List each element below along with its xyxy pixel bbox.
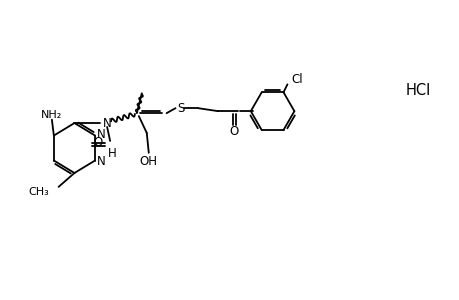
Text: HCl: HCl: [405, 83, 430, 98]
Text: OH: OH: [140, 155, 157, 168]
Text: H: H: [107, 147, 116, 160]
Text: NH₂: NH₂: [41, 110, 62, 120]
Text: O: O: [93, 136, 103, 149]
Text: CH₃: CH₃: [28, 187, 49, 197]
Text: O: O: [229, 125, 238, 139]
Text: N: N: [96, 155, 105, 168]
Text: S: S: [176, 102, 184, 115]
Text: N: N: [102, 117, 111, 130]
Text: Cl: Cl: [291, 73, 302, 86]
Text: N: N: [96, 128, 105, 141]
